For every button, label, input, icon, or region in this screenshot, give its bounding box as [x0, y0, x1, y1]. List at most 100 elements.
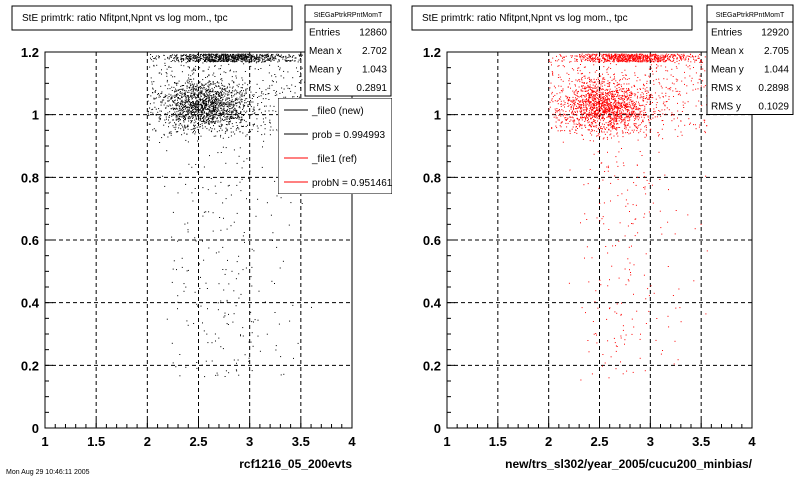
- data-point: [622, 113, 624, 115]
- data-point: [218, 125, 220, 127]
- data-point: [616, 114, 618, 116]
- data-point: [611, 107, 613, 109]
- data-point: [630, 107, 632, 109]
- data-point: [230, 92, 232, 94]
- data-point: [596, 135, 598, 137]
- data-point: [205, 95, 206, 97]
- data-point: [213, 116, 215, 118]
- data-point: [198, 112, 200, 113]
- data-point: [194, 237, 196, 239]
- data-point: [153, 81, 155, 83]
- data-point: [634, 123, 636, 125]
- data-point: [590, 101, 592, 103]
- data-point: [191, 95, 193, 97]
- data-point: [220, 127, 222, 129]
- data-point: [159, 72, 161, 74]
- data-point: [594, 98, 596, 100]
- data-point: [253, 96, 255, 97]
- data-point: [207, 112, 209, 114]
- data-point: [229, 102, 231, 104]
- data-point: [600, 126, 602, 128]
- data-point: [186, 95, 188, 97]
- data-point: [193, 122, 195, 124]
- data-point: [209, 122, 211, 124]
- x-tick-label: 1: [41, 434, 48, 449]
- data-point: [593, 126, 595, 128]
- data-point: [201, 87, 203, 89]
- data-point: [228, 113, 230, 115]
- data-point: [190, 107, 192, 108]
- data-point: [176, 89, 178, 91]
- data-point: [616, 60, 618, 62]
- data-point: [564, 117, 566, 119]
- data-point: [599, 106, 601, 108]
- data-point: [584, 86, 586, 88]
- data-point: [702, 80, 704, 82]
- data-point: [587, 117, 589, 119]
- data-point: [203, 107, 205, 109]
- data-point: [188, 108, 190, 110]
- footer-text: Mon Aug 29 10:46:11 2005: [6, 469, 90, 476]
- data-point: [624, 57, 626, 59]
- data-point: [634, 106, 635, 108]
- data-point: [629, 92, 631, 93]
- data-point: [607, 68, 609, 70]
- data-point: [184, 101, 186, 103]
- data-point: [261, 102, 263, 103]
- data-point: [216, 54, 218, 56]
- data-point: [194, 86, 196, 87]
- data-point: [193, 124, 194, 126]
- data-point: [196, 110, 198, 112]
- data-point: [218, 94, 219, 95]
- data-point: [241, 77, 243, 79]
- data-point: [588, 96, 590, 98]
- data-point: [644, 107, 646, 109]
- data-point: [262, 61, 264, 63]
- data-point: [191, 121, 192, 123]
- data-point: [177, 104, 179, 106]
- data-point: [196, 303, 198, 305]
- data-point: [181, 124, 183, 126]
- data-point: [233, 101, 235, 103]
- data-point: [580, 116, 582, 118]
- data-point: [178, 61, 180, 63]
- data-point: [254, 60, 256, 62]
- data-point: [212, 212, 214, 214]
- data-point: [224, 273, 226, 275]
- data-point: [219, 56, 221, 58]
- data-point: [250, 57, 251, 59]
- data-point: [191, 58, 193, 60]
- data-point: [598, 83, 600, 85]
- data-point: [616, 96, 618, 98]
- data-point: [633, 104, 635, 106]
- data-point: [625, 53, 627, 55]
- data-point: [220, 152, 222, 153]
- data-point: [629, 126, 631, 128]
- data-point: [240, 111, 242, 113]
- data-point: [249, 58, 251, 60]
- data-point: [188, 112, 190, 114]
- data-point: [623, 112, 625, 114]
- data-point: [191, 114, 193, 116]
- data-point: [258, 60, 260, 62]
- data-point: [680, 321, 682, 323]
- data-point: [268, 99, 270, 100]
- data-point: [623, 118, 624, 120]
- data-point: [183, 93, 185, 95]
- data-point: [238, 101, 240, 103]
- data-point: [265, 89, 267, 91]
- data-point: [179, 98, 181, 100]
- data-point: [662, 54, 664, 56]
- data-point: [575, 108, 576, 110]
- data-point: [700, 59, 702, 61]
- data-point: [225, 113, 227, 115]
- data-point: [571, 56, 573, 58]
- data-point: [193, 323, 195, 324]
- data-point: [629, 54, 631, 56]
- data-point: [210, 111, 211, 113]
- data-point: [697, 57, 699, 59]
- stats-value: 1.043: [362, 65, 387, 76]
- data-point: [666, 78, 668, 80]
- data-point: [701, 105, 703, 107]
- data-point: [634, 105, 636, 107]
